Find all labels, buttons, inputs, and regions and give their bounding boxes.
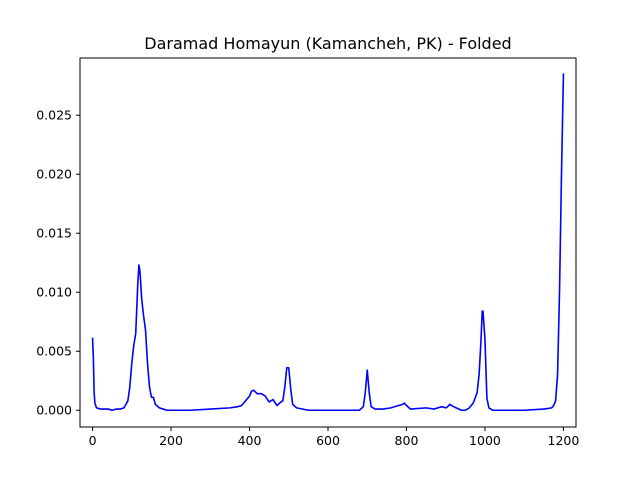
y-axis: 0.000 0.005 0.010 0.015 0.020 0.025: [36, 108, 80, 418]
y-tick-label: 0.015: [36, 226, 72, 241]
x-tick-label: 200: [159, 433, 183, 448]
axes-frame: [79, 57, 577, 428]
y-tick-label: 0.000: [36, 403, 72, 418]
y-tick-label: 0.020: [36, 167, 72, 182]
series-line-folded: [91, 73, 565, 412]
plot-area: [91, 73, 565, 412]
x-tick-label: 800: [395, 433, 419, 448]
chart-title: Daramad Homayun (Kamancheh, PK) - Folded: [144, 34, 511, 53]
x-tick-label: 600: [316, 433, 340, 448]
x-tick-label: 0: [89, 433, 97, 448]
x-tick-label: 1200: [548, 433, 580, 448]
x-tick-label: 400: [238, 433, 262, 448]
y-tick-label: 0.010: [36, 285, 72, 300]
x-tick-label: 1000: [469, 433, 501, 448]
x-axis: 0 200 400 600 800 1000 1200: [89, 427, 580, 448]
y-tick-label: 0.025: [36, 108, 72, 123]
y-tick-label: 0.005: [36, 344, 72, 359]
